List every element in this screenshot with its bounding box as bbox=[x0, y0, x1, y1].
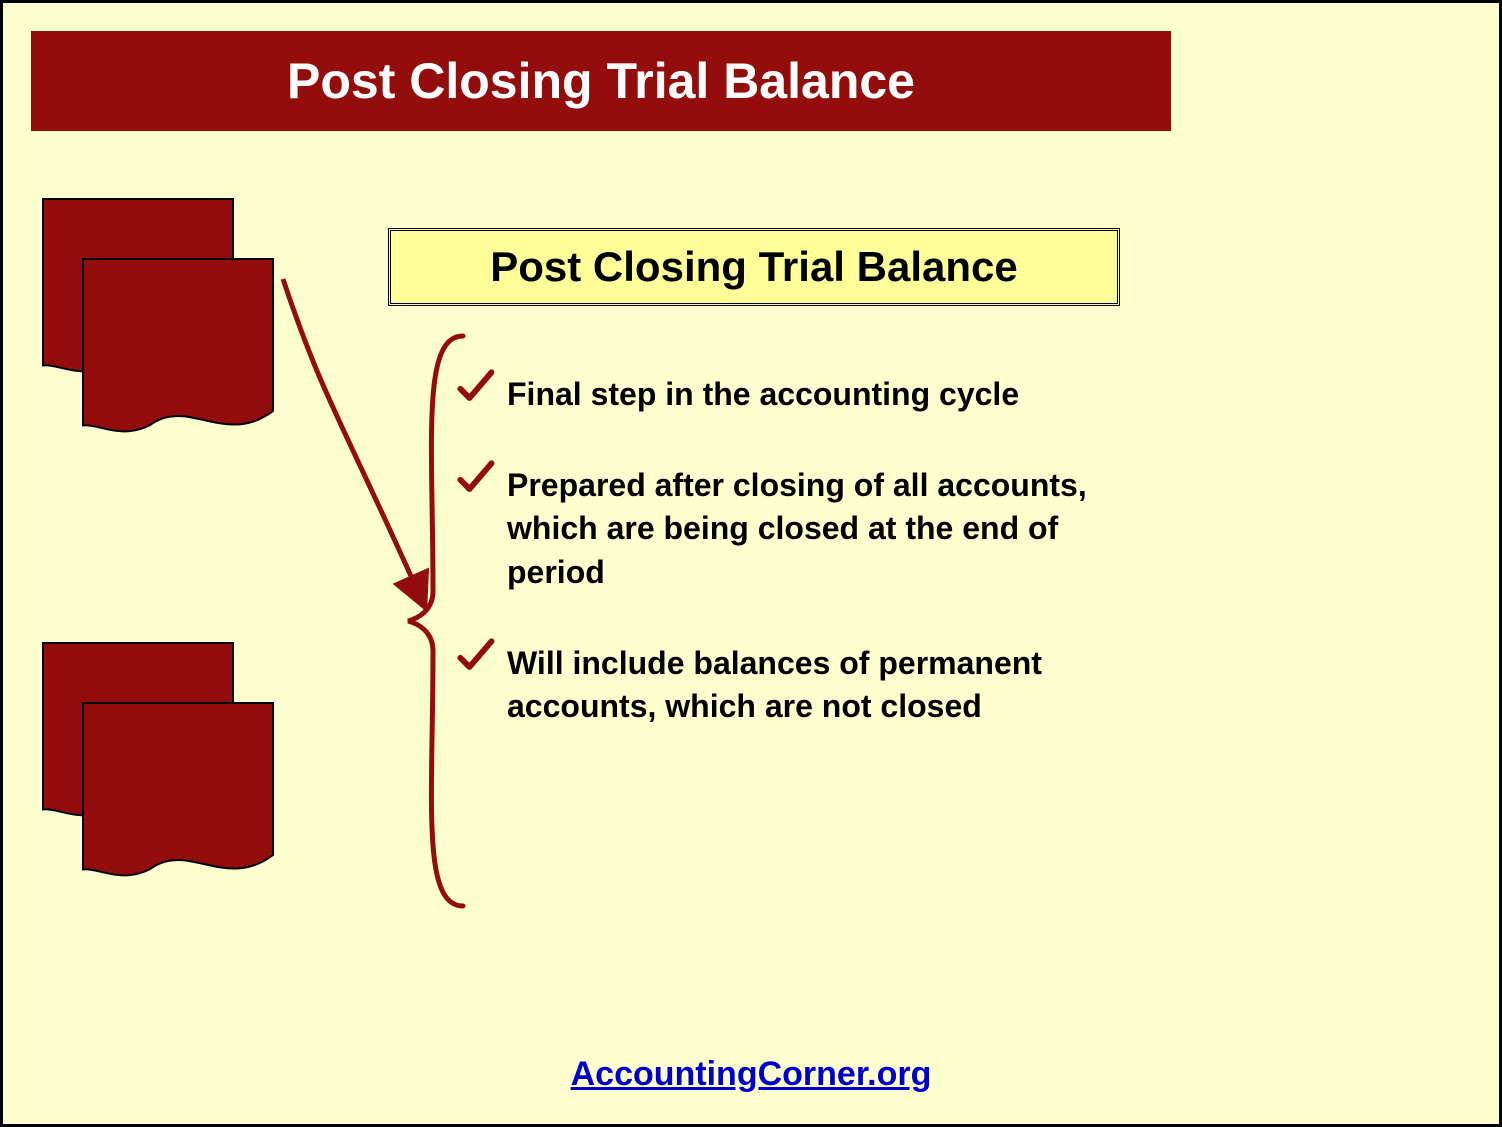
bullet-text: Prepared after closing of all accounts, … bbox=[507, 464, 1133, 594]
slide-title-text: Post Closing Trial Balance bbox=[287, 52, 915, 110]
bullet-item: Will include balances of permanent accou… bbox=[453, 642, 1133, 728]
check-icon bbox=[453, 365, 497, 409]
subtitle-text: Post Closing Trial Balance bbox=[490, 243, 1017, 291]
footer-link-text: AccountingCorner.org bbox=[571, 1055, 932, 1093]
check-icon bbox=[453, 634, 497, 678]
subtitle-box: Post Closing Trial Balance bbox=[388, 228, 1120, 306]
bullet-item: Prepared after closing of all accounts, … bbox=[453, 464, 1133, 594]
footer-link[interactable]: AccountingCorner.org bbox=[571, 1055, 932, 1094]
bullet-text: Will include balances of permanent accou… bbox=[507, 642, 1133, 728]
slide-title-bar: Post Closing Trial Balance bbox=[31, 31, 1171, 131]
slide-container: Post Closing Trial Balance Post Closing … bbox=[0, 0, 1502, 1127]
bullet-list: Final step in the accounting cycle Prepa… bbox=[453, 373, 1133, 776]
check-icon bbox=[453, 456, 497, 500]
bullet-text: Final step in the accounting cycle bbox=[507, 373, 1019, 416]
bullet-item: Final step in the accounting cycle bbox=[453, 373, 1133, 416]
